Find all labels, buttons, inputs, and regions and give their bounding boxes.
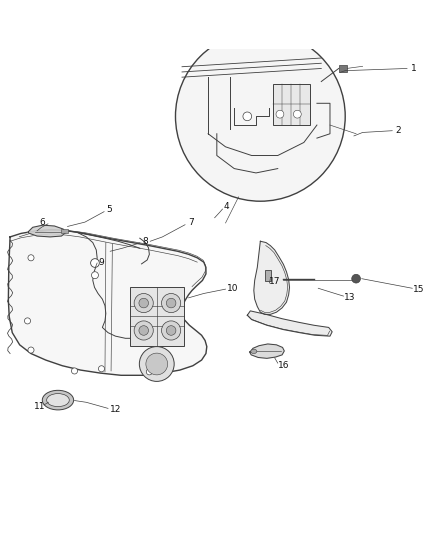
- Polygon shape: [250, 344, 284, 358]
- Text: 7: 7: [188, 219, 194, 228]
- Text: 12: 12: [110, 405, 121, 414]
- Circle shape: [71, 368, 78, 374]
- Circle shape: [139, 298, 148, 308]
- Circle shape: [352, 274, 360, 283]
- Text: 8: 8: [142, 237, 148, 246]
- Polygon shape: [254, 241, 290, 314]
- Text: 6: 6: [40, 219, 46, 228]
- Text: 5: 5: [106, 205, 112, 214]
- Circle shape: [276, 110, 284, 118]
- Text: 17: 17: [269, 277, 280, 286]
- Ellipse shape: [47, 393, 69, 407]
- Bar: [61, 229, 67, 233]
- Circle shape: [139, 346, 174, 382]
- Text: 9: 9: [99, 257, 104, 266]
- Circle shape: [243, 112, 252, 120]
- Text: 2: 2: [396, 126, 401, 135]
- Bar: [273, 84, 311, 125]
- Polygon shape: [247, 311, 332, 336]
- Polygon shape: [28, 225, 66, 237]
- Ellipse shape: [42, 390, 74, 410]
- Circle shape: [28, 347, 34, 353]
- Bar: [265, 270, 271, 281]
- Circle shape: [146, 369, 152, 375]
- Circle shape: [28, 255, 34, 261]
- Text: 16: 16: [278, 361, 289, 370]
- Circle shape: [134, 294, 153, 313]
- Circle shape: [293, 110, 301, 118]
- Ellipse shape: [251, 349, 257, 353]
- Text: 10: 10: [227, 284, 239, 293]
- Circle shape: [146, 353, 168, 375]
- Circle shape: [139, 326, 148, 335]
- Circle shape: [134, 321, 153, 340]
- Bar: [130, 287, 184, 346]
- Polygon shape: [8, 230, 207, 375]
- Circle shape: [166, 326, 176, 335]
- Text: 13: 13: [344, 293, 355, 302]
- Bar: [339, 65, 346, 72]
- Text: 11: 11: [34, 402, 46, 411]
- Text: 1: 1: [411, 64, 417, 73]
- Text: 4: 4: [224, 202, 230, 211]
- Circle shape: [166, 298, 176, 308]
- Circle shape: [162, 294, 181, 313]
- Circle shape: [92, 272, 99, 279]
- Circle shape: [91, 259, 99, 268]
- Circle shape: [99, 366, 105, 372]
- Text: 15: 15: [413, 285, 424, 294]
- Circle shape: [25, 318, 31, 324]
- Circle shape: [176, 31, 345, 201]
- Circle shape: [162, 321, 181, 340]
